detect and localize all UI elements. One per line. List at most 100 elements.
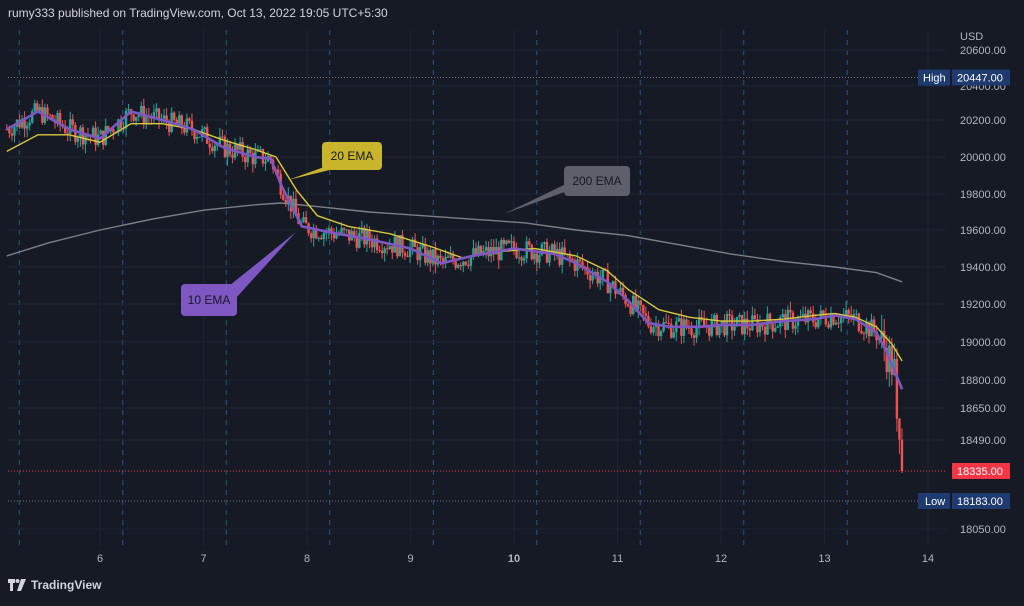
candle-body — [190, 120, 194, 131]
candle-body — [127, 109, 130, 111]
candle-body — [454, 261, 457, 268]
tradingview-brand[interactable]: TradingView — [8, 578, 101, 592]
candle-body — [763, 326, 767, 335]
candle-body — [375, 238, 379, 251]
candle-body — [76, 138, 80, 142]
candle-body — [411, 239, 414, 247]
high-price-box — [952, 69, 1010, 86]
candle-body — [809, 310, 812, 314]
ema200-line — [6, 202, 903, 283]
candle-body — [672, 332, 675, 338]
candle-body — [796, 317, 800, 326]
candle-body — [746, 318, 749, 329]
candle-body — [107, 126, 110, 132]
ema10-callout[interactable] — [181, 284, 237, 316]
candle-body — [657, 324, 660, 337]
candle-body — [155, 108, 158, 112]
candle-body — [117, 119, 120, 133]
candle-body — [320, 237, 323, 240]
candle-body — [535, 253, 539, 263]
candle-body — [403, 252, 407, 256]
candle-body — [431, 249, 435, 264]
candle-body — [517, 257, 521, 259]
candle-body — [226, 143, 229, 158]
ema200-callout-label: 200 EMA — [572, 174, 621, 188]
candle-body — [401, 235, 404, 253]
candle-body — [710, 319, 713, 336]
candle-body — [145, 115, 148, 123]
candle-body — [175, 119, 178, 124]
time-tick-label: 7 — [200, 553, 206, 565]
candle-body — [832, 315, 835, 325]
candle-body — [839, 316, 843, 324]
candle-body — [259, 148, 262, 150]
candle-body — [221, 136, 224, 138]
candle-body — [695, 327, 698, 338]
low-tag-box — [918, 493, 950, 509]
candle-body — [875, 331, 878, 341]
candle-body — [183, 128, 186, 133]
candle-body — [104, 126, 107, 145]
candle-body — [890, 345, 894, 375]
price-tick-label: 19800.00 — [960, 189, 1006, 201]
time-tick-label: 8 — [304, 553, 310, 565]
candle-body — [363, 227, 366, 245]
candle-body — [325, 232, 328, 234]
candle-body — [520, 257, 523, 261]
candle-body — [231, 154, 234, 158]
candle-body — [599, 278, 602, 284]
candle-body — [553, 244, 556, 254]
candle-body — [773, 327, 777, 332]
last-price-box — [952, 463, 1010, 479]
high-price-value: 20447.00 — [957, 73, 1003, 85]
candle-body — [898, 418, 901, 440]
ema20-callout[interactable] — [322, 142, 382, 170]
price-tick-label: 18650.00 — [960, 403, 1006, 415]
candle-body — [218, 136, 222, 144]
time-tick-label: 10 — [508, 553, 520, 565]
candle-body — [883, 330, 886, 348]
candle-body — [697, 316, 701, 328]
candle-body — [137, 114, 140, 117]
candle-body — [58, 112, 62, 125]
candle-body — [464, 261, 468, 265]
ema200-callout[interactable] — [564, 166, 630, 196]
candle-body — [789, 309, 792, 313]
candle-body — [294, 198, 298, 214]
candle-body — [642, 304, 645, 314]
candle-body — [132, 114, 135, 121]
ema20-callout-label: 20 EMA — [331, 149, 374, 163]
candle-body — [639, 300, 642, 305]
candle-body — [753, 315, 757, 320]
candle-body — [439, 255, 442, 259]
candle-body — [497, 247, 500, 261]
candle-body — [751, 315, 754, 331]
candle-body — [264, 161, 267, 164]
candle-body — [63, 126, 67, 133]
candle-body — [28, 122, 31, 126]
candle-body — [353, 231, 356, 237]
last-price-value: 18335.00 — [957, 466, 1003, 478]
candle-body — [844, 309, 848, 315]
candle-body — [550, 244, 554, 252]
candle-body — [756, 319, 759, 333]
candle-body — [781, 314, 784, 318]
candle-body — [748, 328, 752, 331]
candle-body — [568, 253, 571, 259]
candle-body — [249, 149, 252, 154]
candle-body — [302, 217, 305, 222]
candle-body — [817, 318, 820, 328]
candle-body — [822, 310, 825, 316]
time-tick-label: 14 — [922, 553, 934, 565]
candle-body — [51, 114, 54, 121]
candle-body — [895, 358, 899, 419]
candle-body — [185, 118, 189, 133]
publish-header: rumy333 published on TradingView.com, Oc… — [8, 6, 388, 20]
candle-body — [368, 229, 371, 242]
price-tick-label: 20000.00 — [960, 152, 1006, 164]
candle-body — [771, 323, 774, 332]
candle-body — [865, 322, 868, 334]
candle-body — [119, 119, 123, 129]
candle-body — [451, 254, 455, 262]
